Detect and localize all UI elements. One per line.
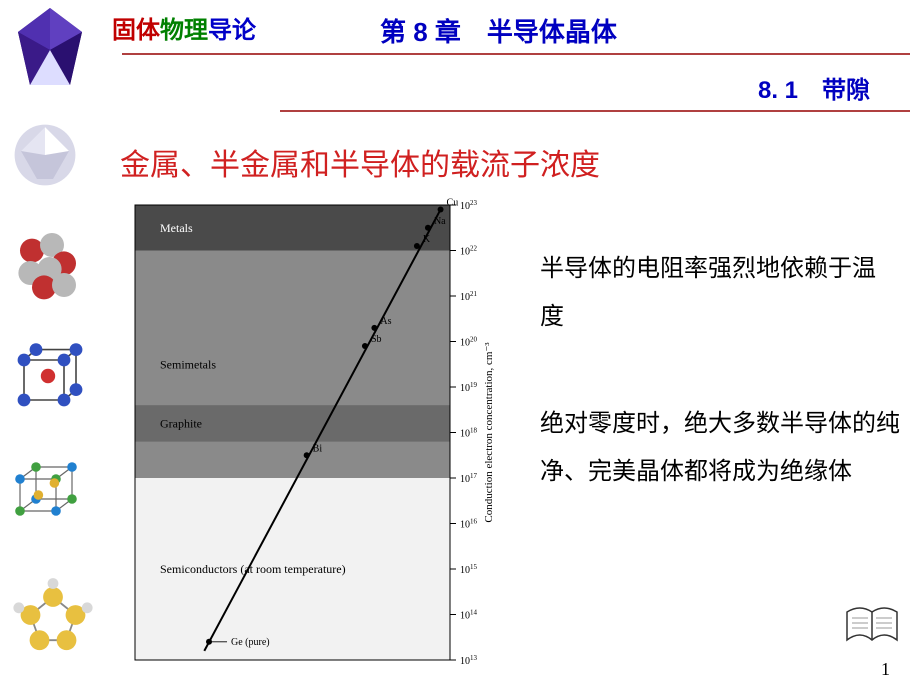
slide-subheading: 金属、半金属和半导体的载流子浓度 <box>120 140 600 184</box>
svg-text:Semiconductors (at room temper: Semiconductors (at room temperature) <box>160 562 346 576</box>
svg-text:K: K <box>423 234 431 245</box>
svg-text:Cu: Cu <box>447 198 459 209</box>
paragraph-1: 半导体的电阻率强烈地依赖于温度 <box>540 245 885 341</box>
paragraph-2: 绝对零度时，绝大多数半导体的纯净、完美晶体都将成为绝缘体 <box>540 400 900 496</box>
svg-text:1017: 1017 <box>460 472 478 485</box>
svg-text:1014: 1014 <box>460 609 478 622</box>
svg-text:1016: 1016 <box>460 518 478 531</box>
page-number: 1 <box>881 659 890 680</box>
svg-text:Bi: Bi <box>313 443 323 454</box>
svg-text:Metals: Metals <box>160 221 193 235</box>
svg-text:Semimetals: Semimetals <box>160 357 216 371</box>
carrier-concentration-chart: Metals Semimetals Graphite Semiconductors (… <box>125 195 500 670</box>
svg-text:Conduction electron concentrat: Conduction electron concentration, cm⁻³ <box>483 342 495 523</box>
divider-top <box>122 53 910 55</box>
section-title: 8. 1 带隙 <box>758 70 870 105</box>
chapter-title: 第 8 章 半导体晶体 <box>380 12 617 49</box>
atoms-cluster-image <box>8 225 88 305</box>
svg-text:1018: 1018 <box>460 427 478 440</box>
sidebar-decorations <box>0 0 105 690</box>
svg-text:1023: 1023 <box>460 199 478 212</box>
svg-text:Sb: Sb <box>371 334 382 345</box>
svg-text:1022: 1022 <box>460 245 478 258</box>
diamond-image-1 <box>0 0 100 100</box>
svg-text:1013: 1013 <box>460 654 478 667</box>
svg-text:As: As <box>380 316 391 327</box>
book-icon <box>842 600 902 650</box>
svg-text:1019: 1019 <box>460 381 478 394</box>
svg-text:1021: 1021 <box>460 290 478 303</box>
svg-text:Na: Na <box>434 216 446 227</box>
svg-text:1020: 1020 <box>460 336 478 349</box>
molecule-image <box>8 570 98 660</box>
divider-section <box>280 110 910 112</box>
svg-text:Graphite: Graphite <box>160 416 202 430</box>
logo-part-2: 物理 <box>160 18 208 44</box>
svg-text:1015: 1015 <box>460 563 478 576</box>
diamond-image-2 <box>0 110 90 200</box>
crystal-lattice-image-2 <box>8 455 88 535</box>
logo-part-1: 固体 <box>112 18 160 44</box>
book-series-title: 固体物理导论 <box>112 10 256 45</box>
logo-part-3: 导论 <box>208 18 256 44</box>
crystal-lattice-image-1 <box>8 340 88 420</box>
svg-text:Ge (pure): Ge (pure) <box>231 637 270 648</box>
